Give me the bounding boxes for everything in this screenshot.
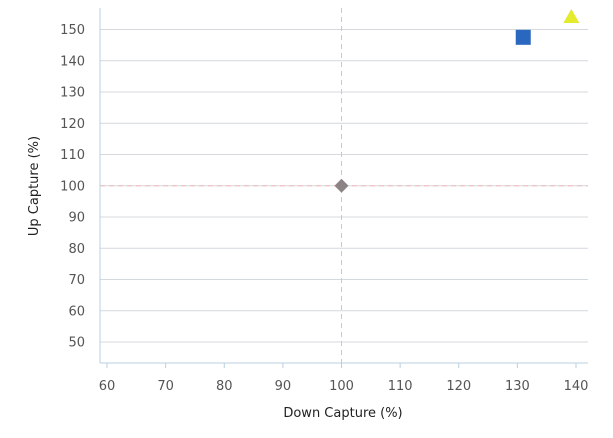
y-axis-title: Up Capture (%) (27, 136, 42, 236)
y-tick-label: 150 (60, 23, 85, 38)
y-tick-label: 120 (60, 117, 85, 132)
data-point-diamond (334, 178, 349, 193)
x-tick-label: 110 (388, 379, 413, 394)
y-tick-label: 50 (68, 336, 85, 351)
x-tick-label: 130 (505, 379, 530, 394)
y-tick-label: 80 (68, 242, 85, 257)
y-tick-label: 130 (60, 86, 85, 101)
x-tick-label: 100 (329, 379, 354, 394)
x-tick-label: 70 (157, 379, 174, 394)
x-tick-label: 60 (99, 379, 116, 394)
y-tick-label: 100 (60, 179, 85, 194)
y-tick-label: 60 (68, 304, 85, 319)
y-tick-label: 70 (68, 273, 85, 288)
x-tick-labels: 60 70 80 90 100 110 120 130 140 (99, 379, 589, 394)
data-points (334, 9, 580, 193)
data-point-triangle (563, 9, 580, 23)
axes (99, 8, 588, 368)
x-tick-label: 80 (216, 379, 233, 394)
y-tick-label: 90 (68, 211, 85, 226)
x-tick-label: 120 (446, 379, 471, 394)
data-point-square (515, 29, 531, 45)
y-tick-label: 110 (60, 148, 85, 163)
x-tick-label: 140 (564, 379, 589, 394)
y-tick-labels: 50 60 70 80 90 100 110 120 130 140 150 (60, 23, 85, 351)
x-axis-title: Down Capture (%) (283, 406, 402, 421)
x-tick-label: 90 (275, 379, 292, 394)
y-tick-label: 140 (60, 54, 85, 69)
